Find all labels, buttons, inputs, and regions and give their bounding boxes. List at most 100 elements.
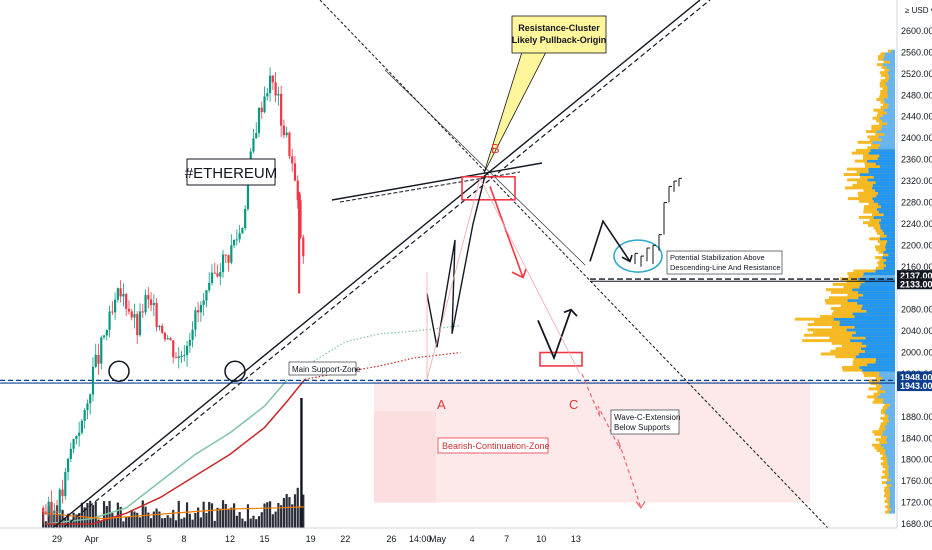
profile-bar-outer [875,245,895,249]
profile-bar-inner [888,467,895,471]
candle-body [64,471,67,497]
profile-bar-inner [873,199,895,203]
volume-bar [91,505,95,528]
wave-c-extension [581,373,642,509]
profile-bar-inner [882,432,895,436]
volume-bar [108,500,111,528]
candle-body [172,340,175,358]
profile-bar-inner [887,106,895,110]
volume-bar [177,500,180,528]
volume-bar [263,503,266,528]
candle-body [255,132,258,139]
stab-label-1: Potential Stabilization Above [670,253,765,262]
volume-bar [152,511,155,528]
profile-bar-outer [884,403,895,407]
profile-bar-inner [876,207,895,211]
candle-body [298,191,301,294]
candle-body [227,255,230,263]
profile-bar-inner [876,194,895,198]
profile-bar-inner [886,454,895,458]
volume-bar-spike [300,398,303,528]
candle-body [130,311,133,318]
profile-bar-inner [889,499,895,503]
ma-volume [43,506,304,520]
profile-bar-inner [858,352,895,356]
x-tick-label: Apr [85,534,99,544]
profile-bar-inner [880,218,895,222]
profile-bar-inner [882,114,895,118]
descending-line [319,0,829,529]
volume-bar [241,518,244,528]
x-tick-label: 4 [470,534,475,544]
profile-bar-outer [877,239,895,243]
profile-bar-outer [883,60,895,64]
candle-body [80,420,84,433]
bearish-zone-core [374,411,436,503]
candle-body [296,180,299,201]
volume-bar [288,497,291,528]
profile-bar-inner [880,392,895,396]
currency-label[interactable]: ≥ USD ▾ [905,6,932,15]
volume-bar [194,513,197,528]
profile-bar-inner [890,478,895,482]
volume-bar [208,501,211,528]
candle-body [127,308,131,312]
profile-bar-inner [889,491,895,495]
volume-bar [130,509,133,528]
candle-body [50,501,53,514]
profile-bar-inner [889,68,895,72]
profile-bar-inner [839,320,895,324]
profile-bar-inner [881,138,895,142]
ma-red-projection [304,351,461,380]
profile-bar-inner [882,400,895,404]
profile-bar-inner [882,124,895,128]
candle-body [66,458,70,472]
profile-bar-inner [880,226,895,230]
volume-bar [274,511,277,528]
candle-body [105,329,108,336]
profile-bar-inner [889,60,895,64]
candle-body [188,339,191,346]
x-tick-label: 19 [306,534,316,544]
candle-body [241,227,244,234]
profile-bar-inner [873,175,895,179]
candle-body [111,311,114,313]
ma-green [45,378,289,525]
x-tick-label: 22 [340,534,350,544]
profile-bar-inner [867,159,895,163]
volume-bar [86,502,89,528]
candle-body [210,272,214,283]
profile-bar-inner [879,373,895,377]
profile-bar-inner [887,406,895,410]
profile-bar-inner [888,103,895,107]
candle-body [144,295,147,313]
profile-bar-outer [879,71,895,75]
callout-line-2: Likely Pullback-Origin [512,35,607,45]
candle-body [282,125,286,136]
volume-bar [221,500,225,528]
wave-c-arrow-head [635,501,646,509]
volume-bar [94,502,97,528]
candle-body [246,178,250,209]
volume-bar [144,506,147,528]
volume-bar [205,512,208,528]
wavec-label-2: Below Supports [614,423,670,432]
candle-body [91,366,95,395]
candle-body [169,338,172,341]
profile-bar-inner [883,250,895,254]
projection-path-2 [537,309,572,361]
profile-bar-inner [886,234,895,238]
volume-bar [246,504,250,528]
candle-body [299,200,302,238]
wave-label-c: C [569,397,578,412]
candle-body [58,489,61,513]
profile-bar-inner [887,422,895,426]
profile-bar-inner [889,494,895,498]
profile-bar-inner [875,360,895,364]
profile-bar-inner [888,79,895,83]
projection-path-1 [426,175,486,348]
volume-bar [80,502,84,528]
profile-bar-inner [886,65,895,69]
candle-body [208,282,211,291]
profile-bar-inner [889,505,895,509]
